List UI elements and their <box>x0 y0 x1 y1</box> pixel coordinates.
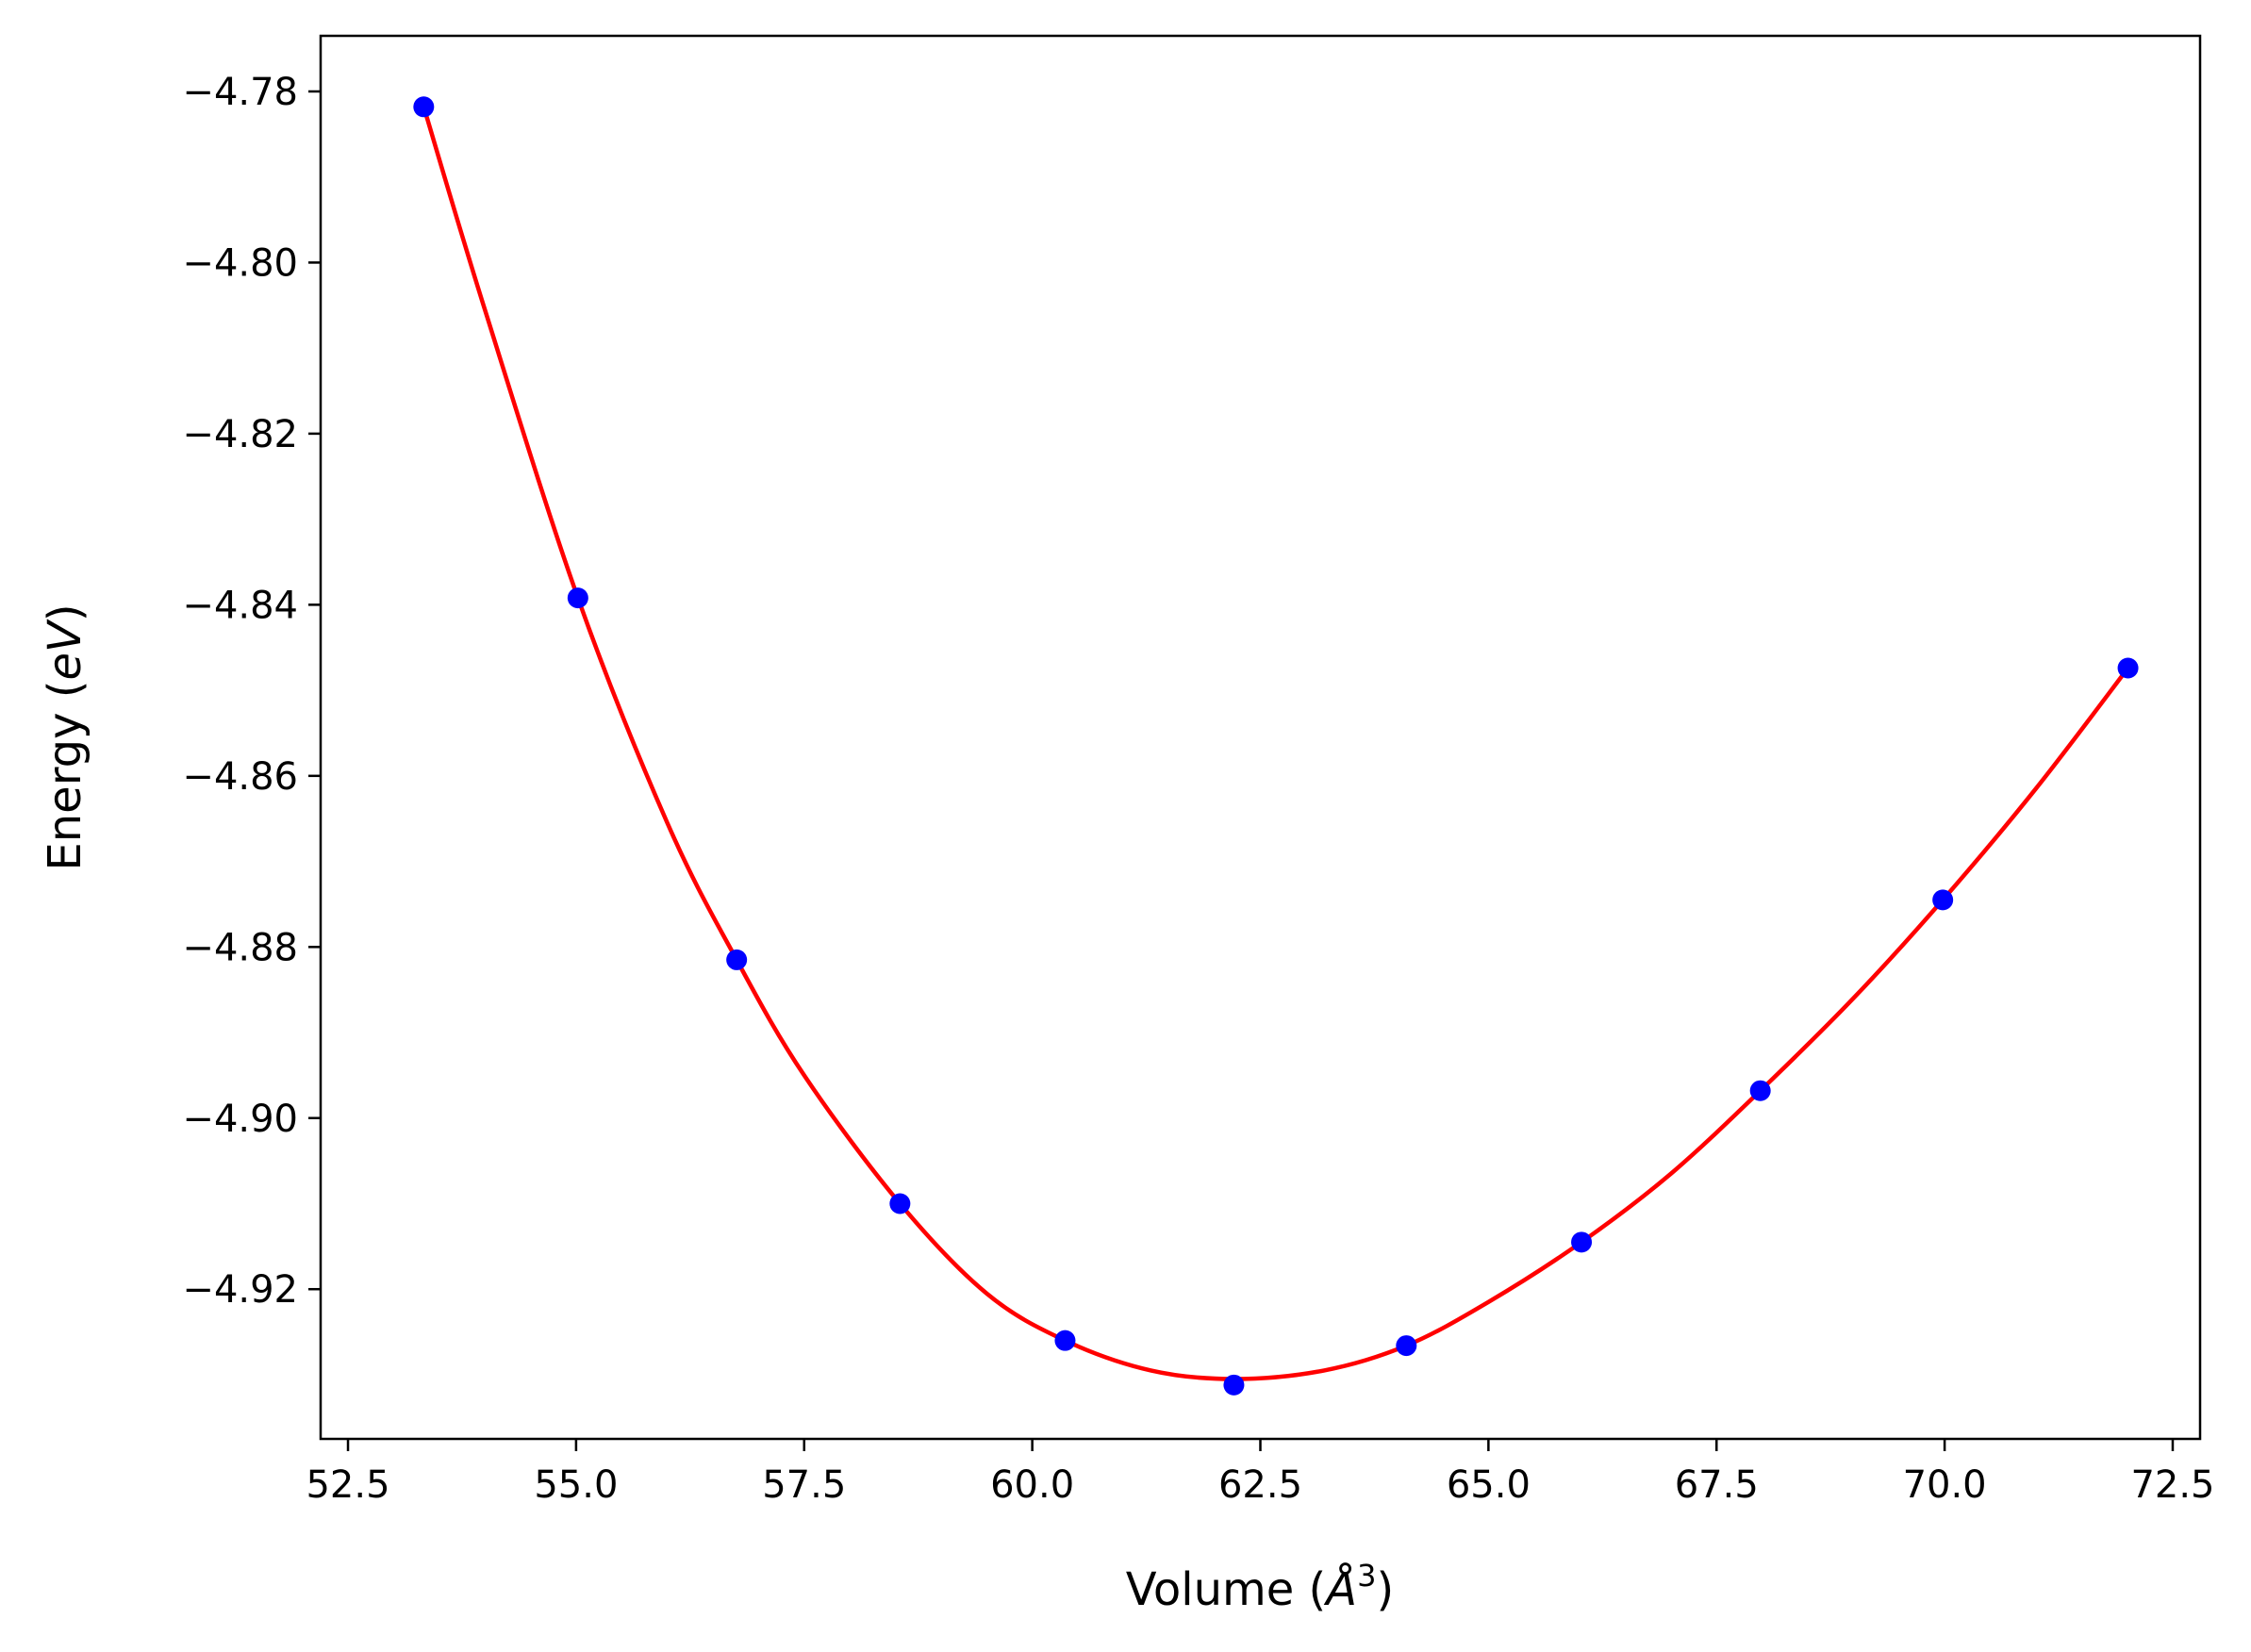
data-point <box>1749 1080 1771 1101</box>
data-point <box>1571 1231 1593 1253</box>
y-axis-ticks: −4.78 −4.80 −4.82 −4.84 −4.86 −4.88 −4.90 −4.92 <box>182 71 321 1312</box>
x-tick-label: 60.0 <box>990 1463 1074 1507</box>
x-axis-label-suffix: ) <box>1376 1563 1394 1616</box>
y-tick-label: −4.92 <box>182 1268 298 1312</box>
y-tick-label: −4.90 <box>182 1098 298 1141</box>
y-axis-label-suffix: ) <box>39 603 91 621</box>
x-tick-label: 55.0 <box>534 1463 618 1507</box>
data-point <box>1932 889 1954 911</box>
data-point <box>726 949 748 970</box>
fit-curve-line <box>422 105 2130 1381</box>
y-tick-label: −4.80 <box>182 241 298 285</box>
x-tick-label: 57.5 <box>762 1463 846 1507</box>
x-tick-label: 67.5 <box>1675 1463 1759 1507</box>
data-point <box>413 96 435 118</box>
x-axis-label-exponent: 3 <box>1357 1558 1376 1594</box>
plot-series <box>413 96 2139 1396</box>
data-point <box>889 1193 911 1214</box>
x-axis-label: Volume (Å3) <box>1126 1558 1394 1616</box>
y-tick-label: −4.88 <box>182 926 298 969</box>
y-axis-label-unit: eV <box>39 619 91 681</box>
data-point <box>2117 657 2139 679</box>
data-point <box>567 587 588 609</box>
data-point <box>1396 1335 1417 1357</box>
y-tick-label: −4.82 <box>182 413 298 456</box>
y-axis-label: Energy (eV) <box>39 603 91 870</box>
x-axis-label-prefix: Volume ( <box>1126 1563 1327 1616</box>
x-tick-label: 62.5 <box>1218 1463 1302 1507</box>
x-tick-label: 52.5 <box>306 1463 389 1507</box>
data-point <box>1054 1330 1076 1351</box>
x-tick-label: 70.0 <box>1903 1463 1987 1507</box>
x-tick-label: 65.0 <box>1447 1463 1531 1507</box>
data-point <box>1223 1374 1245 1396</box>
y-tick-label: −4.78 <box>182 71 298 114</box>
y-tick-label: −4.84 <box>182 584 298 627</box>
y-axis-label-prefix: Energy ( <box>39 681 91 871</box>
x-axis-ticks: 52.5 55.0 57.5 60.0 62.5 65.0 67.5 70.0 72.5 <box>306 1439 2215 1507</box>
y-tick-label: −4.86 <box>182 755 298 799</box>
x-tick-label: 72.5 <box>2130 1463 2214 1507</box>
x-axis-label-unit: Å <box>1323 1562 1357 1616</box>
